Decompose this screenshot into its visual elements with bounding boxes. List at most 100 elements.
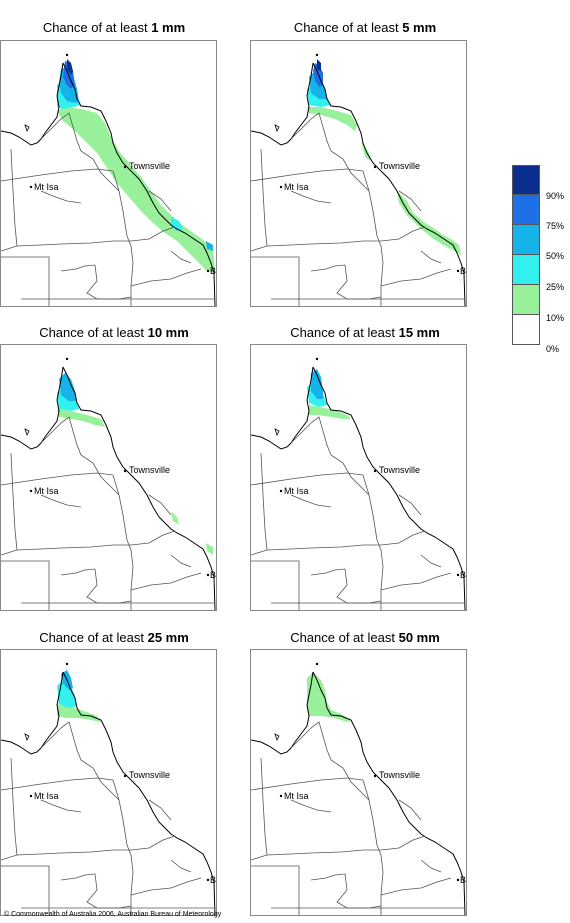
district-boundary <box>290 190 332 204</box>
district-boundary <box>420 859 442 873</box>
rainfall-probability-area <box>206 543 213 555</box>
state-border <box>251 865 300 915</box>
rainfall-probability-area <box>57 409 105 427</box>
legend-swatch-90 <box>512 165 540 195</box>
city-marker-mt-isa <box>29 185 33 189</box>
rainfall-probability-area <box>307 107 357 131</box>
coastline <box>62 366 216 610</box>
state-border <box>251 560 300 610</box>
city-marker-townsville <box>123 165 127 169</box>
district-boundary <box>16 849 131 856</box>
city-marker-townsville <box>123 469 127 473</box>
city-label-townsville: Townsville <box>129 770 170 780</box>
copyright-notice: © Commonwealth of Australia 2006, Austra… <box>4 911 222 918</box>
district-boundary <box>40 799 82 813</box>
legend-swatch-25 <box>512 255 540 285</box>
rainfall-probability-area <box>57 680 77 708</box>
city-label-bris: BRIS <box>210 570 216 580</box>
panel-title-10mm: Chance of at least 10 mm <box>39 325 189 340</box>
district-boundary <box>84 264 132 300</box>
district-boundary <box>334 873 382 909</box>
district-boundary <box>112 779 134 915</box>
map-10mm: Townsville Mt Isa BRIS <box>0 344 217 611</box>
district-boundary <box>130 268 202 287</box>
gulf-island <box>24 124 30 133</box>
rainfall-probability-area <box>307 672 351 722</box>
rainfall-probability-area <box>311 369 323 399</box>
district-boundary <box>40 721 120 801</box>
coastline <box>1 62 64 146</box>
coastline <box>312 366 466 610</box>
district-boundary <box>130 530 176 546</box>
coastline <box>251 62 314 146</box>
island-marker <box>315 53 319 57</box>
district-boundary <box>130 835 176 851</box>
city-marker-bris <box>456 573 460 577</box>
district-boundary <box>380 877 452 896</box>
legend-label-25: 25% <box>546 282 565 292</box>
city-marker-bris <box>456 878 460 882</box>
district-boundary <box>310 874 336 881</box>
city-label-mt-isa: Mt Isa <box>284 791 309 801</box>
city-label-townsville: Townsville <box>129 465 170 475</box>
district-boundary <box>112 170 134 306</box>
rainfall-probability-area <box>206 241 213 251</box>
gulf-island <box>274 733 280 742</box>
district-boundary <box>380 572 452 591</box>
coastline <box>62 671 216 915</box>
queensland-map-svg: Townsville Mt Isa BRIS <box>1 662 216 915</box>
legend-label-75: 75% <box>546 221 565 231</box>
city-label-mt-isa: Mt Isa <box>34 791 59 801</box>
district-boundary <box>60 569 86 576</box>
district-boundary <box>290 799 332 813</box>
district-boundary <box>130 226 176 242</box>
queensland-map-svg: Townsville Mt Isa BRIS <box>1 53 216 306</box>
coastline <box>62 62 216 306</box>
district-boundary <box>266 544 381 551</box>
probability-legend: 90% 75% 50% 25% 10% 0% <box>512 165 564 354</box>
gulf-island <box>274 124 280 133</box>
city-label-townsville: Townsville <box>379 770 420 780</box>
map-5mm: Townsville Mt Isa BRIS <box>250 40 467 307</box>
district-boundary <box>420 250 442 264</box>
district-boundary <box>290 416 370 496</box>
city-label-bris: BRIS <box>460 570 466 580</box>
district-boundary <box>1 472 114 486</box>
rainfall-probability-area <box>171 511 179 525</box>
city-label-townsville: Townsville <box>379 161 420 171</box>
queensland-map-svg: Townsville Mt Isa BRIS <box>1 357 216 610</box>
city-marker-bris <box>206 878 210 882</box>
city-label-bris: BRIS <box>210 266 216 276</box>
district-boundary <box>266 849 381 856</box>
coastline <box>251 366 314 450</box>
city-marker-bris <box>456 269 460 273</box>
district-boundary <box>380 226 426 242</box>
rainfall-probability-area <box>57 107 215 273</box>
island-marker <box>65 53 69 57</box>
district-boundary <box>251 148 268 252</box>
map-25mm: Townsville Mt Isa BRIS <box>0 649 217 916</box>
district-boundary <box>380 268 452 287</box>
district-boundary <box>334 568 382 604</box>
city-label-mt-isa: Mt Isa <box>34 486 59 496</box>
district-boundary <box>398 799 422 821</box>
coastline <box>1 366 64 450</box>
district-boundary <box>398 494 422 516</box>
panel-title-50mm: Chance of at least 50 mm <box>290 630 440 645</box>
map-15mm: Townsville Mt Isa BRIS <box>250 344 467 611</box>
city-marker-townsville <box>373 469 377 473</box>
panel-title-5mm: Chance of at least 5 mm <box>293 20 437 35</box>
rainfall-probability-area <box>57 704 101 722</box>
queensland-map-svg: Townsville Mt Isa BRIS <box>251 662 466 915</box>
city-marker-townsville <box>123 774 127 778</box>
island-marker <box>315 662 319 666</box>
island-marker <box>315 357 319 361</box>
city-label-bris: BRIS <box>460 875 466 885</box>
district-boundary <box>251 452 268 556</box>
district-boundary <box>170 250 192 264</box>
coastline <box>1 671 64 755</box>
city-marker-mt-isa <box>279 794 283 798</box>
legend-swatch-0 <box>512 315 540 345</box>
city-label-mt-isa: Mt Isa <box>34 182 59 192</box>
district-boundary <box>334 264 382 300</box>
